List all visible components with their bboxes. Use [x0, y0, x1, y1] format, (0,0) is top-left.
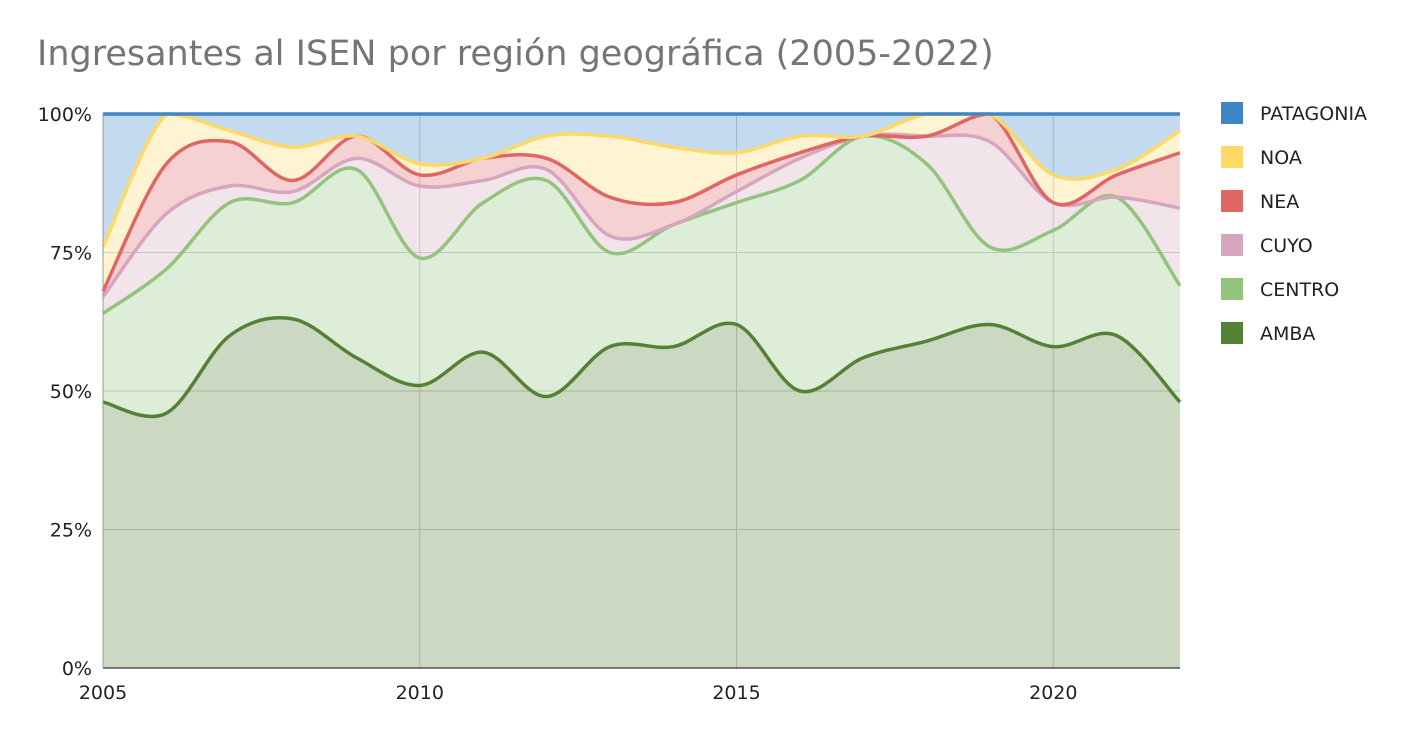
- x-tick-label: 2005: [79, 682, 127, 704]
- x-tick-label: 2015: [712, 682, 760, 704]
- legend-swatch-amba: [1221, 322, 1243, 344]
- axes: 0% 25% 50% 75% 100% 2005 2010 2015 2020: [38, 104, 1180, 704]
- line-centro: [101, 134, 1182, 315]
- legend-label-centro: CENTRO: [1260, 279, 1339, 301]
- legend-swatch-noa: [1221, 146, 1243, 168]
- area-centro: [103, 135, 1180, 417]
- chart-title: Ingresantes al ISEN por región geográfic…: [37, 34, 994, 74]
- y-tick-label: 100%: [38, 104, 92, 126]
- x-tick-label: 2010: [396, 682, 444, 704]
- legend-swatch-centro: [1221, 278, 1243, 300]
- legend-swatch-cuyo: [1221, 234, 1243, 256]
- legend: PATAGONIA NOA NEA CUYO CENTRO AMBA: [1221, 102, 1367, 345]
- y-tick-label: 25%: [50, 520, 92, 542]
- legend-label-noa: NOA: [1260, 147, 1302, 169]
- legend-label-nea: NEA: [1260, 191, 1299, 213]
- line-nea: [101, 112, 1181, 293]
- line-amba: [102, 316, 1182, 419]
- legend-label-cuyo: CUYO: [1260, 235, 1313, 257]
- legend-swatch-patagonia: [1221, 102, 1243, 124]
- legend-swatch-nea: [1221, 190, 1243, 212]
- y-tick-label: 50%: [50, 381, 92, 403]
- area-series: [101, 112, 1182, 668]
- grid-lines: [103, 114, 1180, 668]
- legend-label-amba: AMBA: [1260, 323, 1315, 345]
- line-noa: [101, 112, 1181, 248]
- y-tick-label: 0%: [62, 658, 92, 680]
- area-cuyo: [103, 134, 1180, 314]
- legend-label-patagonia: PATAGONIA: [1260, 103, 1367, 125]
- line-cuyo: [101, 132, 1181, 298]
- x-tick-label: 2020: [1029, 682, 1077, 704]
- area-amba: [103, 317, 1180, 668]
- y-tick-label: 75%: [50, 243, 92, 265]
